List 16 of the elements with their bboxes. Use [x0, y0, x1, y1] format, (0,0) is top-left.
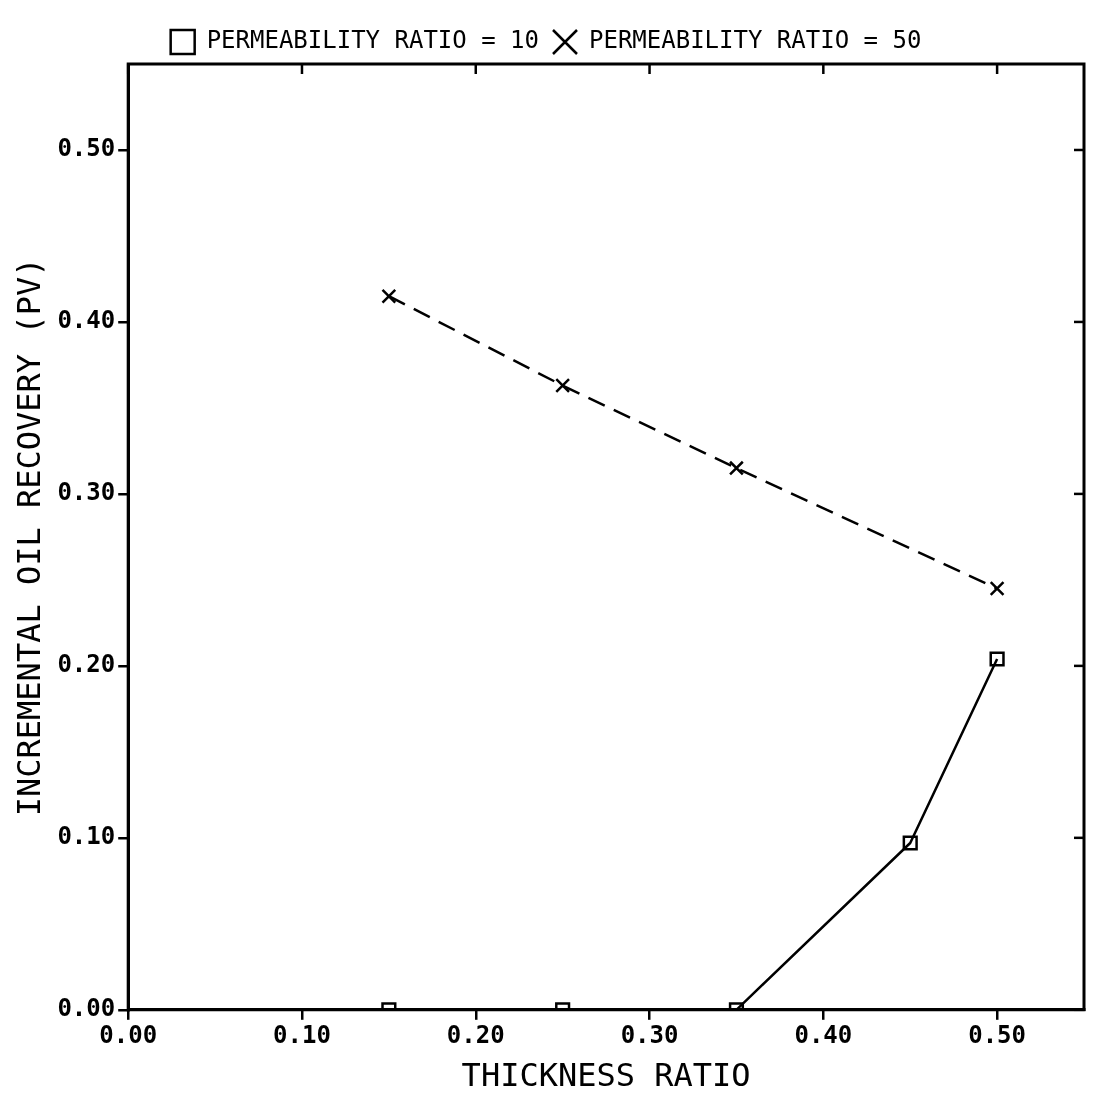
x-tick-label: 0.00: [99, 1021, 158, 1050]
x-tick-label: 0.50: [968, 1021, 1027, 1050]
x-tick-label: 0.30: [620, 1021, 679, 1050]
y-tick-label: 0.20: [57, 650, 116, 679]
y-tick-label: 0.40: [57, 306, 116, 335]
y-axis-title: INCREMENTAL OIL RECOVERY (PV): [9, 257, 48, 817]
x-tick-label: 0.10: [273, 1021, 331, 1050]
y-tick-label: 0.30: [57, 478, 116, 507]
legend-label: PERMEABILITY RATIO = 50: [589, 26, 922, 55]
y-tick-label: 0.00: [57, 994, 116, 1023]
x-axis-title: THICKNESS RATIO: [461, 1056, 751, 1095]
x-tick-label: 0.20: [446, 1021, 505, 1050]
x-tick-label: 0.40: [794, 1021, 853, 1050]
y-tick-label: 0.50: [57, 134, 116, 163]
y-tick-label: 0.10: [57, 822, 116, 851]
legend-label: PERMEABILITY RATIO = 10: [206, 26, 540, 55]
